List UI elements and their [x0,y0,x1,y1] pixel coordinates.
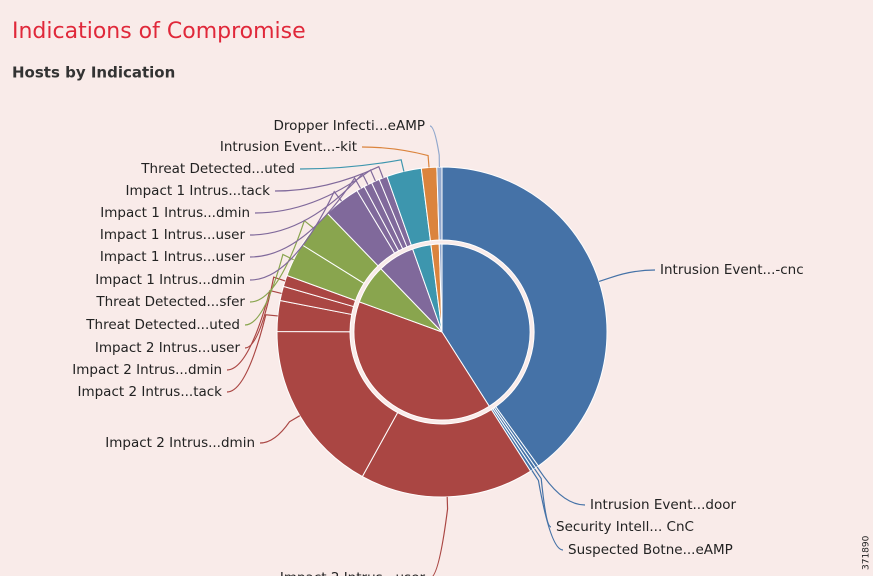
slice-label: Threat Detected...sfer [95,294,245,310]
slice-label: Impact 2 Intrus...tack [77,384,222,400]
leader-line [531,470,564,551]
leader-line [429,125,441,168]
leader-line [361,146,430,168]
slice-label: Impact 2 Intrus...user [280,570,426,576]
chart-title: Indications of Compromise [12,19,306,44]
slice-label: Intrusion Event...-cnc [660,262,804,278]
leader-line [533,468,552,528]
slice-label: Dropper Infecti...eAMP [274,118,425,134]
slice-label: Suspected Botne...eAMP [568,542,733,558]
slice-label: Impact 1 Intrus...user [100,227,246,243]
slice-label: Impact 2 Intrus...dmin [105,435,255,451]
inner-slice [353,301,490,421]
slice-label: Security Intell... CnC [556,519,694,535]
slice-label: Impact 2 Intrus...user [95,340,241,356]
leader-line [244,253,294,326]
slice-label: Intrusion Event...-kit [220,139,357,155]
leader-line [536,466,586,506]
leader-line [259,415,301,444]
slice-label: Threat Detected...uted [140,161,295,177]
inner-slice [438,243,443,333]
leader-line [249,219,315,303]
outer-slice [441,166,608,467]
slice-label: Impact 2 Intrus...dmin [72,362,222,378]
leader-line [274,165,384,192]
chart-subtitle: Hosts by Indication [12,64,175,82]
slice-label: Impact 1 Intrus...dmin [100,205,250,221]
slice-label: Impact 1 Intrus...dmin [95,272,245,288]
leader-line [249,190,342,281]
outer-slice [436,166,443,241]
slice-label: Intrusion Event...door [590,497,736,513]
leader-line [299,159,405,172]
slice-label: Impact 1 Intrus...tack [125,183,270,199]
slice-label: Impact 1 Intrus...user [100,249,246,265]
leader-line [226,314,278,393]
leader-line [254,169,376,214]
leader-line [244,276,286,349]
leader-line [598,269,656,282]
figure-id: 371890 [862,535,872,570]
slice-label: Threat Detected...uted [85,317,240,333]
leader-line [432,496,449,576]
